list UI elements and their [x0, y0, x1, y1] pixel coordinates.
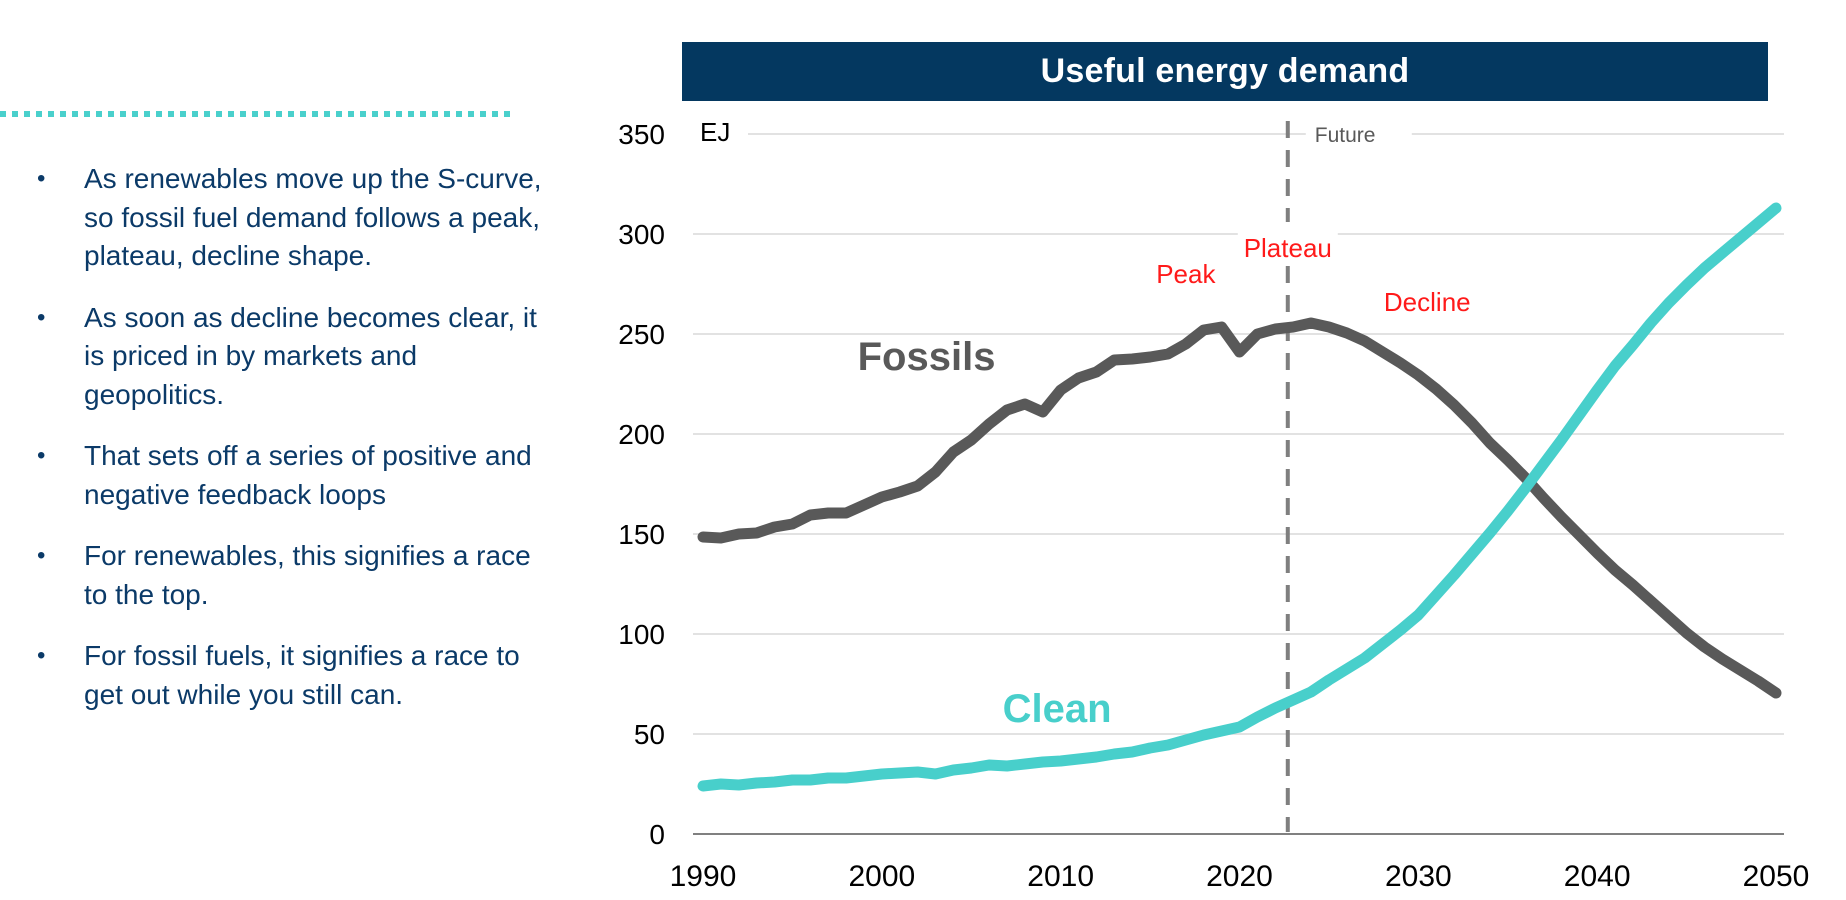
x-tick-label: 2000 [848, 860, 915, 893]
phase-label-decline: Decline [1384, 287, 1471, 317]
series-label-fossils: Fossils [858, 335, 996, 379]
bullet-item: • As soon as decline becomes clear, it is… [0, 299, 560, 415]
x-tick-label: 2050 [1743, 860, 1810, 893]
bullet-item: • As renewables move up the S-curve, so f… [0, 160, 560, 276]
y-tick-label: 200 [618, 419, 665, 450]
x-tick-label: 2010 [1027, 860, 1094, 893]
y-tick-label: 0 [649, 819, 665, 850]
bullet-list: • As renewables move up the S-curve, so f… [0, 160, 560, 737]
bullet-text: That sets off a series of positive and n… [84, 440, 532, 510]
phase-label-plateau: Plateau [1244, 233, 1332, 263]
bullet-item: • That sets off a series of positive and … [0, 437, 560, 514]
y-tick-label: 300 [618, 219, 665, 250]
x-tick-label: 1990 [670, 860, 737, 893]
bullet-icon: • [37, 442, 46, 469]
series-line-clean [697, 202, 1782, 792]
y-tick-label: 350 [618, 119, 665, 150]
y-tick-label: 150 [618, 519, 665, 550]
series-line-fossils [697, 317, 1782, 699]
bullet-text: For fossil fuels, it signifies a race to… [84, 640, 520, 710]
series-label-clean: Clean [1003, 687, 1112, 731]
y-tick-label: 50 [634, 719, 665, 750]
bullet-text: As renewables move up the S-curve, so fo… [84, 163, 542, 271]
x-tick-label: 2020 [1206, 860, 1273, 893]
series-lines [697, 202, 1782, 792]
bullet-text: As soon as decline becomes clear, it is … [84, 301, 537, 410]
future-label-bg [1305, 120, 1412, 148]
bullet-icon: • [37, 165, 46, 192]
bullet-item: • For fossil fuels, it signifies a race t… [0, 637, 560, 714]
y-tick-label: 250 [618, 319, 665, 350]
y-axis-ticks: 0 50 100 150 200 250 300 350 [618, 119, 665, 850]
bullet-icon: • [37, 642, 46, 669]
phase-label-peak: Peak [1156, 259, 1216, 289]
x-tick-label: 2040 [1564, 860, 1631, 893]
plateau-label-bg [1237, 222, 1338, 258]
phase-annotations: Peak Plateau Decline [1156, 222, 1471, 317]
y-tick-label: 100 [618, 619, 665, 650]
decorative-dotted-rule [0, 111, 516, 117]
bullet-icon: • [37, 542, 46, 569]
future-label: Future [1315, 124, 1376, 147]
bullet-text: For renewables, this signifies a race to… [84, 540, 531, 610]
x-tick-label: 2030 [1385, 860, 1452, 893]
y-unit-label: EJ [700, 117, 730, 147]
bullet-item: • For renewables, this signifies a race t… [0, 537, 560, 614]
x-axis-ticks: 1990 2000 2010 2020 2030 2040 2050 [670, 860, 1810, 893]
bullet-icon: • [37, 303, 46, 331]
chart-title: Useful energy demand [1040, 52, 1410, 90]
chart-header: Useful energy demand [682, 42, 1768, 101]
series-labels: Fossils Clean [858, 335, 1112, 731]
